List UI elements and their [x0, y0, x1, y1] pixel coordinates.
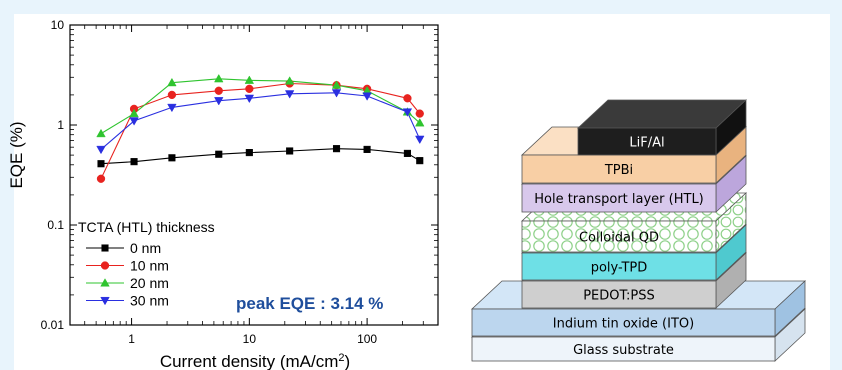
- layer-label: Indium tin oxide (ITO): [553, 317, 694, 332]
- layer-label: Hole transport layer (HTL): [534, 192, 704, 207]
- layer-label: LiF/Al: [629, 136, 664, 151]
- chart-curves: [100, 78, 421, 180]
- data-point: [244, 75, 255, 84]
- y-tick-label: 1: [57, 118, 64, 132]
- data-point: [416, 157, 424, 165]
- data-point: [97, 160, 105, 168]
- data-point: [362, 92, 372, 101]
- y-tick-label: 0.01: [41, 318, 65, 332]
- layer-label: poly-TPD: [591, 261, 648, 276]
- y-tick-label: 10: [51, 18, 65, 32]
- legend-marker: [101, 244, 109, 252]
- device-stack-diagram: Glass substrate Indium tin oxide (ITO) PED…: [470, 99, 807, 362]
- data-point: [96, 145, 106, 155]
- data-point: [130, 158, 138, 166]
- series-line: [100, 78, 421, 135]
- series-line: [100, 82, 421, 180]
- data-point: [284, 76, 295, 85]
- data-point: [215, 150, 223, 158]
- layer-label: TPBi: [604, 163, 633, 178]
- data-point: [96, 128, 106, 138]
- x-tick-label: 1: [128, 332, 135, 346]
- data-point: [284, 90, 295, 99]
- series-line: [100, 92, 421, 150]
- legend-marker: [100, 296, 110, 306]
- layer-label: Colloidal QD: [579, 231, 659, 246]
- data-point: [244, 94, 255, 104]
- data-point: [332, 145, 341, 153]
- data-point: [167, 77, 177, 87]
- legend-marker: [100, 278, 110, 287]
- legend-label: 0 nm: [130, 240, 161, 256]
- series-line: [100, 148, 421, 165]
- data-point: [168, 154, 176, 162]
- data-point: [214, 73, 224, 83]
- data-point: [286, 147, 294, 155]
- data-point: [214, 86, 223, 95]
- layer-label: Glass substrate: [573, 343, 674, 358]
- data-point: [415, 118, 425, 127]
- legend-label: 30 nm: [130, 293, 169, 309]
- y-tick-label: 0.1: [47, 218, 64, 232]
- legend-label: 20 nm: [130, 275, 169, 291]
- chart-markers: [96, 73, 425, 183]
- data-point: [167, 90, 177, 100]
- x-tick-label: 100: [357, 332, 377, 346]
- layer-cathode: LiF/Al: [576, 99, 748, 156]
- legend-label: 10 nm: [130, 258, 169, 274]
- data-point: [245, 149, 253, 157]
- data-point: [403, 94, 412, 103]
- y-axis-label: EQE (%): [7, 121, 26, 188]
- data-point: [129, 117, 139, 126]
- data-point: [96, 174, 106, 183]
- legend-title: TCTA (HTL) thickness: [78, 219, 215, 235]
- data-point: [167, 103, 177, 113]
- data-point: [415, 135, 425, 145]
- peak-eqe-annotation: peak EQE : 3.14 %: [236, 294, 383, 313]
- data-point: [415, 109, 424, 118]
- data-point: [331, 89, 342, 98]
- data-point: [214, 97, 224, 106]
- data-point: [363, 145, 371, 153]
- x-tick-label: 10: [243, 332, 257, 346]
- data-point: [403, 149, 411, 157]
- chart-axes: 0.01 0.1 1 10 1 10 100: [41, 18, 439, 346]
- layer-label: PEDOT:PSS: [583, 289, 655, 304]
- data-point: [129, 108, 139, 118]
- data-point: [331, 80, 342, 89]
- x-axis-label: Current density (mA/cm2): [160, 352, 350, 370]
- data-point: [245, 84, 254, 93]
- plot-frame: [69, 24, 439, 326]
- legend-marker: [100, 261, 110, 270]
- data-point: [402, 108, 413, 117]
- eqe-chart: 0.01 0.1 1 10 1 10 100 EQE (%) Current density…: [7, 18, 439, 370]
